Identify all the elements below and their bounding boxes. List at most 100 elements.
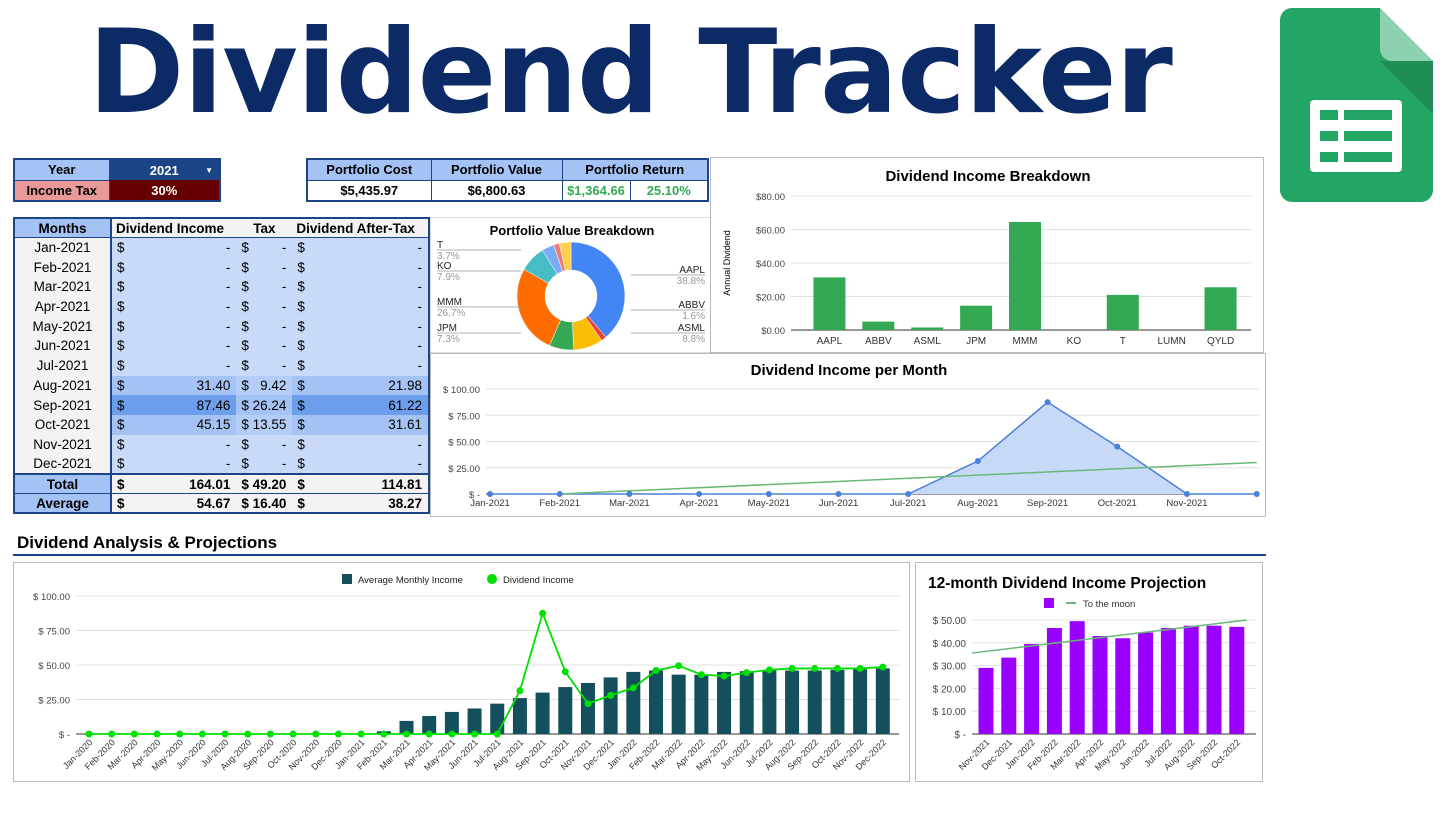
amount-cell: $87.46 xyxy=(111,395,237,415)
pie-label: MMM xyxy=(437,297,462,308)
x-tick-label: Jun-2021 xyxy=(819,498,859,509)
data-point xyxy=(266,730,274,738)
bar xyxy=(580,682,595,734)
amount-cell: $21.98 xyxy=(292,375,429,396)
month-cell: Sep-2021 xyxy=(14,395,112,415)
average-cell: $38.27 xyxy=(292,493,429,514)
data-point xyxy=(743,669,751,677)
pie-percent: 38.8% xyxy=(677,276,705,287)
currency-symbol: $ xyxy=(241,240,249,256)
amount-value: - xyxy=(225,318,231,334)
data-point xyxy=(856,664,864,672)
amount-cell: $26.24 xyxy=(236,395,293,415)
bar xyxy=(694,674,709,734)
x-tick-label: AAPL xyxy=(817,336,843,347)
chevron-down-icon[interactable]: ▼ xyxy=(205,166,213,175)
currency-symbol: $ xyxy=(297,338,305,354)
bar xyxy=(626,671,641,734)
month-cell: Oct-2021 xyxy=(14,414,112,435)
table-row: Feb-2021 $ - $ - $ - xyxy=(14,257,429,278)
data-point xyxy=(539,609,547,617)
amount-cell: $ - xyxy=(236,355,293,376)
bar xyxy=(558,687,573,734)
currency-symbol: $ xyxy=(117,436,125,452)
pie-label: KO xyxy=(437,261,452,272)
chart-title: Dividend Income Breakdown xyxy=(885,168,1090,185)
amount-cell: $ - xyxy=(292,454,429,474)
data-point xyxy=(629,684,637,692)
currency-symbol: $ xyxy=(241,259,249,275)
y-tick-label: $ - xyxy=(954,730,966,741)
bar xyxy=(1009,221,1041,330)
y-tick-label: $ 25.00 xyxy=(38,696,70,707)
data-point xyxy=(1253,491,1260,497)
bar xyxy=(862,321,895,330)
pie-slice xyxy=(516,269,562,346)
table-row: Jun-2021 $ - $ - $ - xyxy=(14,336,429,356)
amount-value: - xyxy=(225,259,231,275)
data-point xyxy=(696,491,703,497)
bar xyxy=(717,671,732,734)
pie-label: T xyxy=(437,240,443,251)
currency-symbol: $ xyxy=(297,318,305,334)
bar xyxy=(1069,621,1085,734)
currency-symbol: $ xyxy=(241,436,249,452)
portfolio-cost: $5,435.97 xyxy=(306,179,432,202)
portfolio-value-label: Portfolio Value xyxy=(430,158,563,181)
amount-cell: $ - xyxy=(236,237,293,258)
bar xyxy=(603,677,618,734)
bar xyxy=(830,669,845,734)
amount-cell: $31.61 xyxy=(292,414,429,435)
amount-value: - xyxy=(417,279,423,295)
settings-table: Year 2021 ▼ Income Tax 30% xyxy=(13,158,221,202)
currency-symbol: $ xyxy=(297,476,305,492)
income-tax-value[interactable]: 30% xyxy=(109,180,220,201)
amount-cell: $31.40 xyxy=(111,375,237,396)
amount-value: - xyxy=(417,318,423,334)
currency-symbol: $ xyxy=(117,240,125,256)
column-header: Dividend Income xyxy=(111,218,237,239)
x-tick-label: LUMN xyxy=(1157,336,1185,347)
pie-slice xyxy=(558,241,572,271)
average-cell: $16.40 xyxy=(236,493,293,514)
amount-value: - xyxy=(281,338,287,354)
data-point xyxy=(833,664,841,672)
month-cell: Jul-2021 xyxy=(14,355,112,376)
currency-symbol: $ xyxy=(241,456,249,472)
section-divider xyxy=(13,554,1266,556)
x-tick-label: ASML xyxy=(914,336,942,347)
currency-symbol: $ xyxy=(117,338,125,354)
total-cell: $49.20 xyxy=(236,473,293,494)
bar xyxy=(1092,635,1108,734)
currency-symbol: $ xyxy=(241,318,249,334)
bar xyxy=(762,670,777,734)
y-tick-label: $80.00 xyxy=(756,192,785,203)
amount-value: - xyxy=(281,358,287,374)
bar xyxy=(875,668,890,734)
currency-symbol: $ xyxy=(241,338,249,354)
bar xyxy=(853,669,868,734)
year-dropdown[interactable]: 2021 ▼ xyxy=(109,159,220,180)
currency-symbol: $ xyxy=(241,476,249,492)
table-row: Oct-2021 $45.15 $13.55 $31.61 xyxy=(14,414,429,435)
amount-cell: $ - xyxy=(111,336,237,356)
bar xyxy=(422,716,437,734)
legend-label: Dividend Income xyxy=(503,575,574,586)
month-cell: Jun-2021 xyxy=(14,336,112,356)
bar xyxy=(1204,287,1237,330)
data-point xyxy=(312,730,320,738)
y-tick-label: $ 75.00 xyxy=(38,627,70,638)
column-header: Dividend After-Tax xyxy=(292,218,429,239)
pie-label: JPM xyxy=(437,323,457,334)
bar xyxy=(1001,657,1017,734)
x-tick-label: ABBV xyxy=(865,336,892,347)
data-point xyxy=(905,491,912,497)
average-label: Average xyxy=(13,493,112,514)
amount-cell: $ - xyxy=(292,257,429,278)
data-point xyxy=(556,491,563,497)
amount-cell: $ - xyxy=(292,355,429,376)
bar xyxy=(512,698,527,734)
month-cell: Aug-2021 xyxy=(14,375,112,396)
data-point xyxy=(1114,443,1121,450)
total-cell: $164.01 xyxy=(111,473,237,494)
